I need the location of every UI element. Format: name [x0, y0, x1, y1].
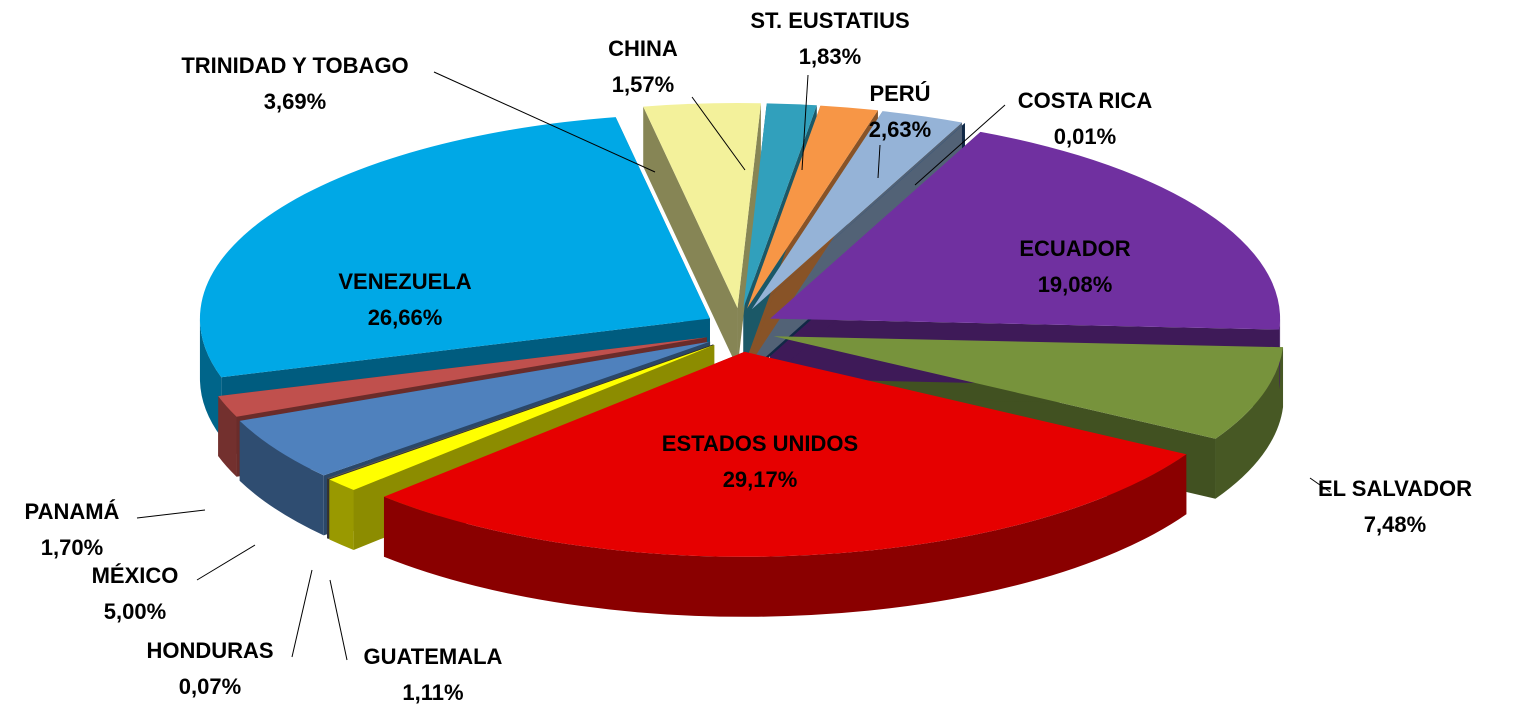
slice-label: PERÚ [869, 81, 930, 106]
slice-label: EL SALVADOR [1318, 476, 1472, 501]
slice-value-label: 19,08% [1038, 272, 1113, 297]
slice [754, 123, 965, 310]
leader-line [914, 104, 1006, 186]
slice-label: MÉXICO [92, 563, 179, 588]
slice-label: ESTADOS UNIDOS [662, 431, 858, 456]
leader-line [291, 569, 313, 658]
slice-side [383, 454, 1187, 617]
slice [199, 117, 710, 378]
slice [239, 341, 711, 476]
leader-line [329, 579, 348, 661]
slice-value-label: 26,66% [368, 305, 443, 330]
slice [327, 344, 714, 479]
leader-line [801, 74, 809, 171]
slice-value-label: 5,00% [104, 599, 166, 624]
slice [773, 336, 1284, 439]
slice [329, 345, 715, 490]
slice-side [737, 103, 761, 369]
slice-side [199, 318, 222, 438]
slice-value-label: 0,01% [1054, 124, 1116, 149]
slice-label: TRINIDAD Y TOBAGO [181, 53, 408, 78]
slice-side [643, 106, 738, 369]
leader-line [196, 544, 256, 581]
slice-side [327, 478, 329, 539]
slice-value-label: 1,83% [799, 44, 861, 69]
slice-label: ECUADOR [1019, 236, 1130, 261]
slice-value-label: 0,07% [179, 674, 241, 699]
slice [643, 103, 761, 309]
slice-label: CHINA [608, 36, 678, 61]
slice-label: PANAMÁ [25, 499, 120, 524]
slice-label: GUATEMALA [364, 644, 503, 669]
slice-label: ST. EUSTATIUS [750, 8, 909, 33]
slice [751, 111, 962, 310]
slice-label: VENEZUELA [338, 269, 471, 294]
slice [743, 103, 817, 309]
leader-line [136, 509, 206, 519]
slice-value-label: 3,69% [264, 89, 326, 114]
slice [747, 105, 878, 309]
slice-value-label: 1,57% [612, 72, 674, 97]
slice-value-label: 29,17% [723, 467, 798, 492]
leader-line [691, 96, 746, 171]
slice-value-label: 1,11% [402, 680, 463, 705]
slice-label: COSTA RICA [1018, 88, 1153, 113]
slice-side [239, 420, 324, 536]
slice-value-label: 2,63% [869, 117, 931, 142]
leader-line [877, 144, 881, 179]
leader-line [1309, 477, 1331, 493]
slice-side [218, 396, 237, 477]
slice-side [329, 479, 354, 550]
slice [383, 351, 1187, 557]
leader-line [433, 71, 656, 173]
slice-value-label: 1,70% [41, 535, 103, 560]
slice [770, 131, 1281, 330]
slice-value-label: 7,48% [1364, 512, 1426, 537]
slice-side [1215, 347, 1284, 499]
slice [218, 337, 707, 417]
slice-label: HONDURAS [146, 638, 273, 663]
